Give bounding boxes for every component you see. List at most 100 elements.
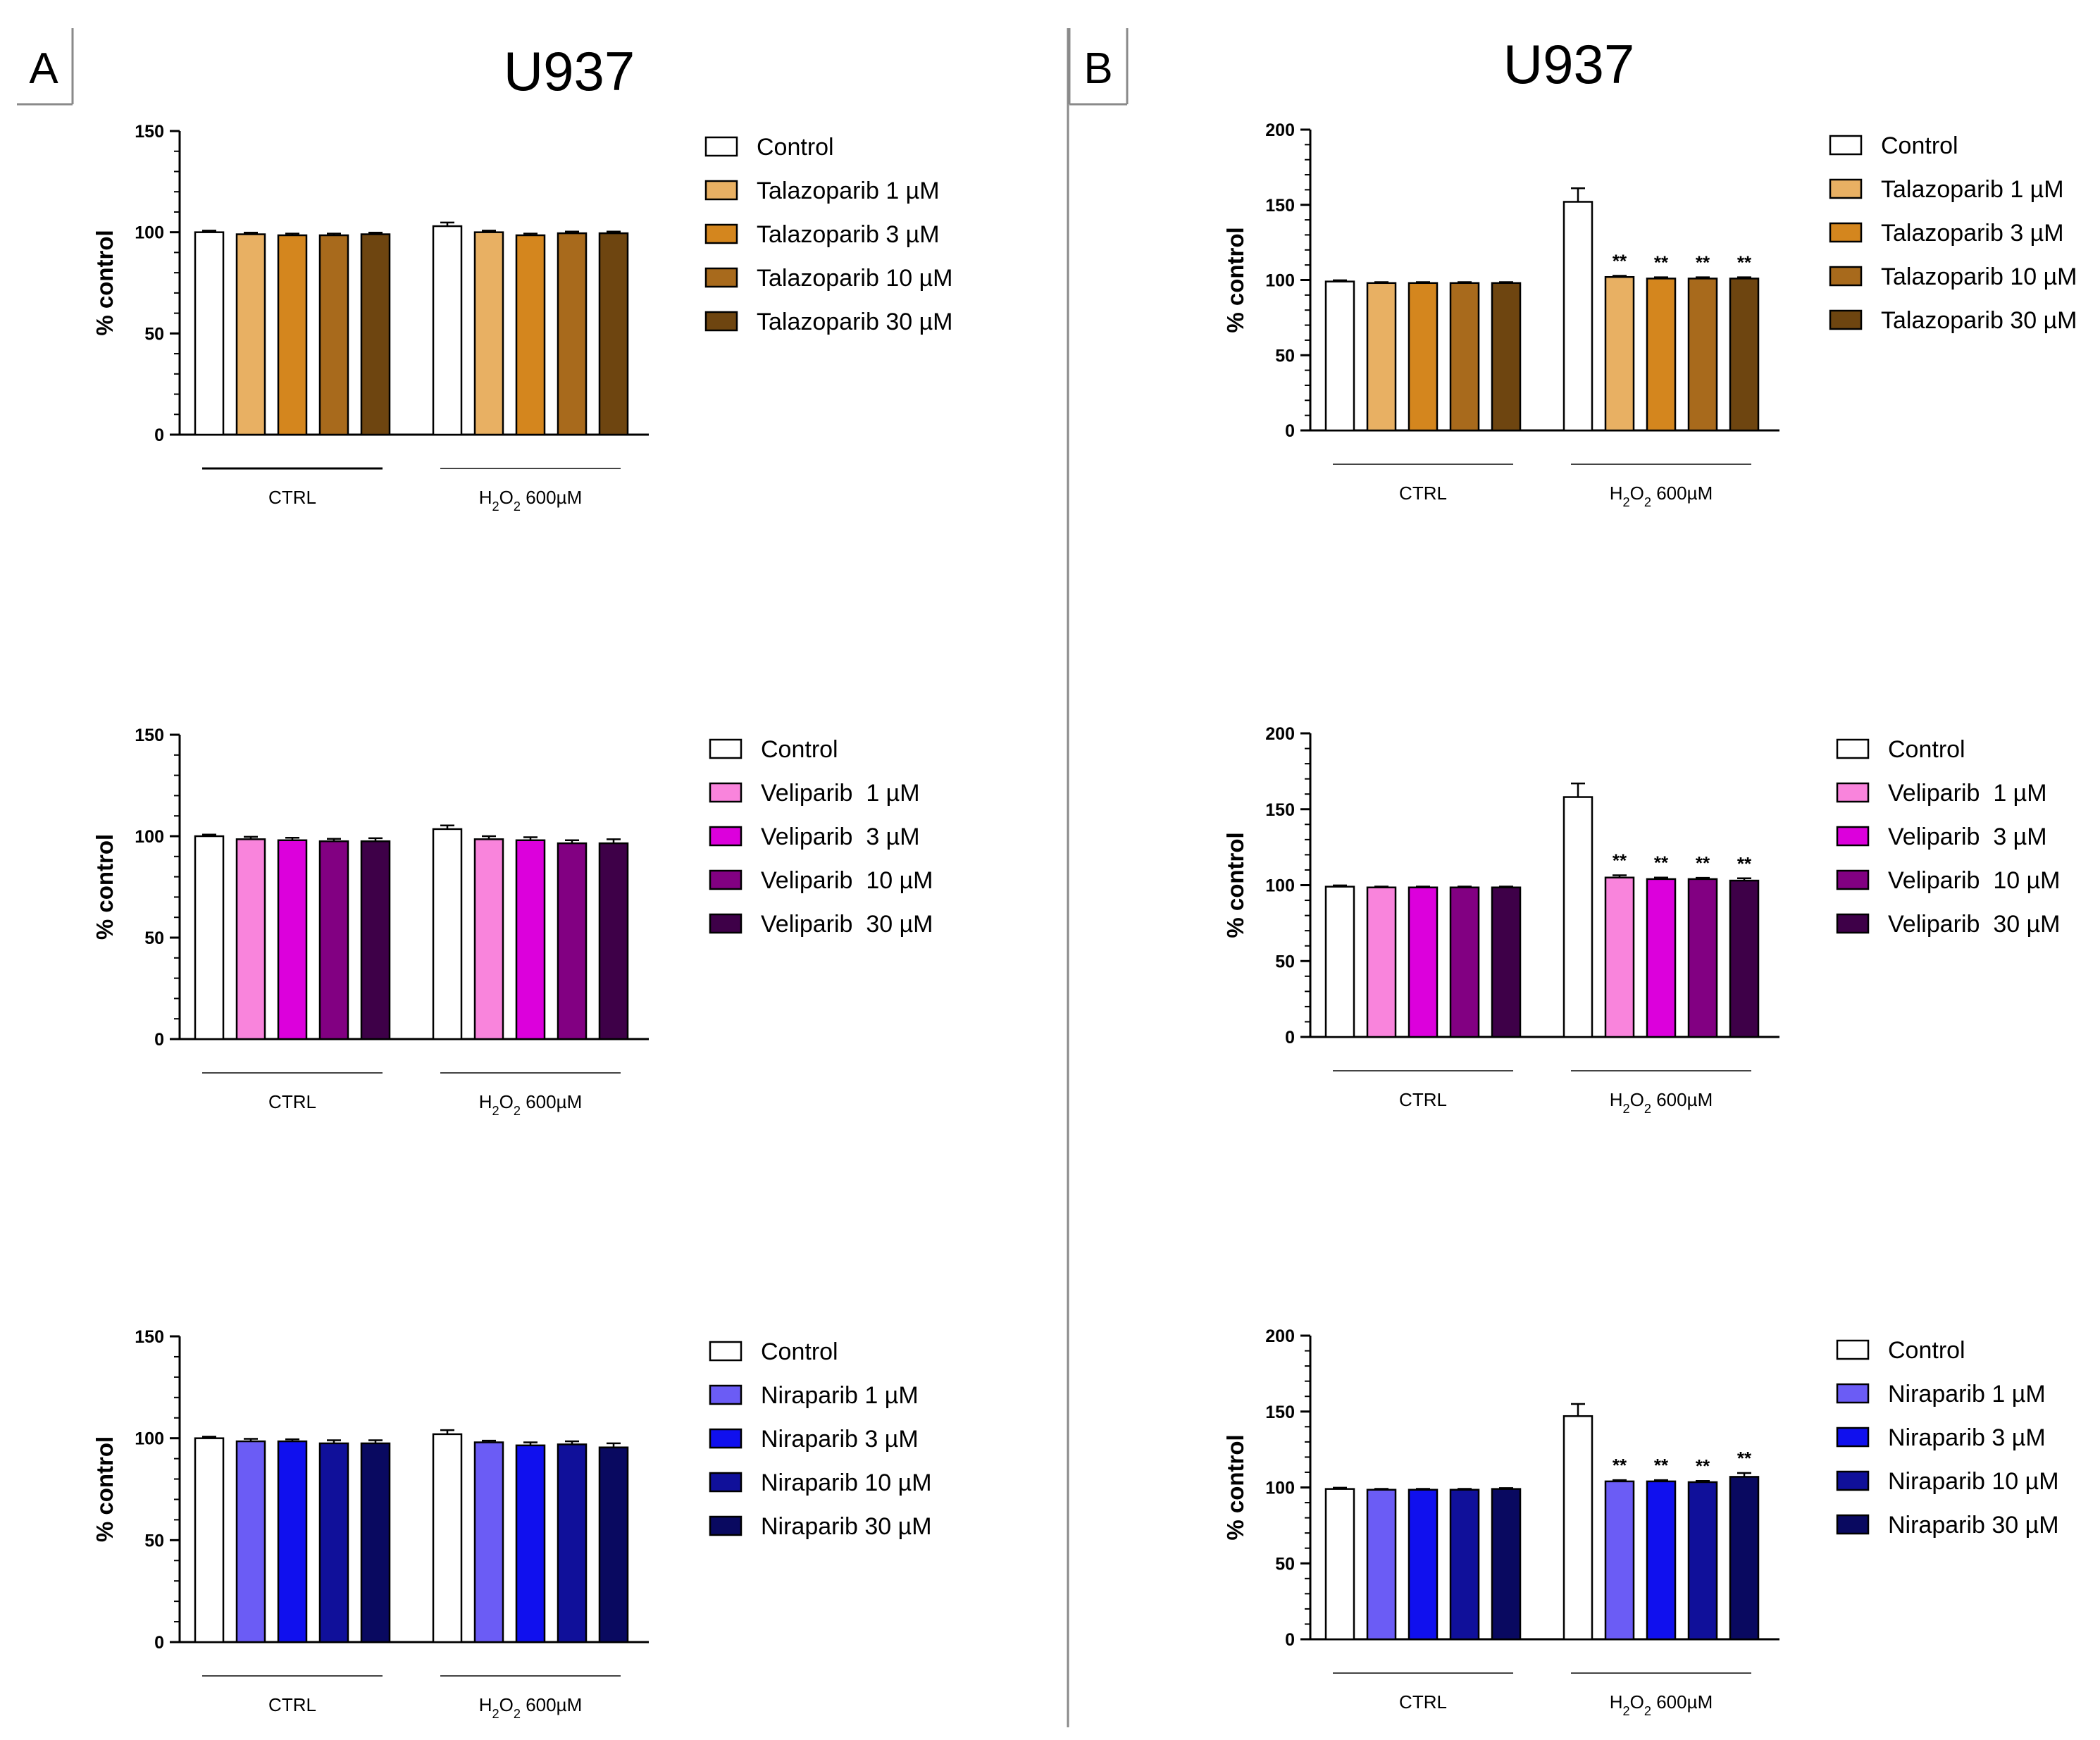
- bar: [1324, 885, 1355, 1038]
- bar: [515, 234, 546, 436]
- y-tick-label: 150: [1265, 1403, 1295, 1422]
- significance-mark: **: [1696, 252, 1710, 273]
- legend-swatch: [1836, 826, 1870, 847]
- group-label: H2O2 600µM: [479, 487, 583, 514]
- y-tick-label: 100: [135, 223, 164, 243]
- legend-label: Control: [761, 1338, 838, 1365]
- legend-swatch: [1836, 869, 1870, 890]
- legend-label: Veliparib 10 µM: [1888, 867, 2061, 894]
- bar: [1687, 878, 1718, 1038]
- group-label: H2O2 600µM: [479, 1694, 583, 1721]
- bar: [1729, 278, 1760, 432]
- bar: [235, 838, 266, 1040]
- legend-swatch: [704, 180, 738, 201]
- bar: [1562, 796, 1593, 1038]
- bar: [1729, 1476, 1760, 1641]
- bar: [235, 233, 266, 436]
- bar: [1324, 280, 1355, 432]
- bar: [598, 1446, 629, 1643]
- legend-swatch: [1836, 1427, 1870, 1448]
- y-tick-label: 50: [144, 928, 164, 948]
- bar: [1604, 1480, 1635, 1641]
- y-tick-label: 0: [154, 425, 164, 445]
- significance-mark: **: [1696, 1455, 1710, 1477]
- panel-b-title: U937: [1503, 33, 1634, 95]
- chart-3: 0 50 100 150 % control CTRL H2O2 600µM Control N…: [92, 1327, 932, 1721]
- bar: [557, 1443, 588, 1643]
- y-tick-label: 200: [1265, 724, 1295, 744]
- bar: [1646, 278, 1677, 432]
- bar: [360, 840, 391, 1040]
- legend-label: Control: [761, 736, 838, 763]
- y-tick-label: 0: [1285, 1630, 1295, 1650]
- bar: [360, 1442, 391, 1643]
- legend-label: Niraparib 10 µM: [1888, 1468, 2059, 1495]
- legend-swatch: [704, 267, 738, 288]
- group-label: H2O2 600µM: [479, 1091, 583, 1118]
- legend-label: Niraparib 3 µM: [1888, 1424, 2046, 1451]
- bar: [1687, 278, 1718, 432]
- legend-label: Veliparib 30 µM: [1888, 911, 2061, 938]
- legend-swatch: [704, 311, 738, 332]
- bar: [1449, 282, 1480, 432]
- bar: [1408, 1489, 1439, 1641]
- legend-label: Talazoparib 30 µM: [757, 309, 953, 335]
- y-axis-label: % control: [92, 1436, 118, 1542]
- group-label: CTRL: [268, 487, 316, 508]
- significance-mark: **: [1737, 252, 1752, 273]
- y-tick-label: 150: [135, 122, 164, 142]
- legend-label: Veliparib 1 µM: [761, 780, 920, 807]
- y-tick-label: 0: [1285, 421, 1295, 441]
- y-tick-label: 150: [1265, 800, 1295, 820]
- y-tick-label: 150: [1265, 196, 1295, 216]
- panel-a-letter: A: [29, 44, 58, 93]
- y-axis-label: % control: [1222, 227, 1248, 333]
- bar: [598, 232, 629, 436]
- legend-label: Niraparib 30 µM: [1888, 1512, 2059, 1539]
- legend-swatch: [1829, 309, 1863, 330]
- group-label: H2O2 600µM: [1610, 1089, 1713, 1116]
- y-tick-label: 100: [1265, 271, 1295, 291]
- group-label: CTRL: [268, 1091, 316, 1112]
- bar: [515, 1444, 546, 1643]
- bar: [1604, 876, 1635, 1038]
- bar: [1366, 886, 1397, 1038]
- legend-label: Control: [1881, 132, 1958, 159]
- bar: [318, 1442, 349, 1643]
- legend-label: Talazoparib 10 µM: [1881, 263, 2077, 290]
- y-tick-label: 100: [135, 827, 164, 847]
- bar: [1366, 282, 1397, 432]
- y-tick-label: 50: [1275, 1554, 1295, 1574]
- legend-swatch: [1829, 178, 1863, 199]
- y-axis-label: % control: [92, 230, 118, 335]
- y-axis-label: % control: [1222, 832, 1248, 938]
- bar: [318, 234, 349, 436]
- legend-label: Talazoparib 30 µM: [1881, 307, 2077, 334]
- legend-label: Control: [757, 134, 834, 161]
- bar: [1366, 1489, 1397, 1641]
- significance-mark: **: [1654, 852, 1669, 874]
- bar: [194, 231, 225, 436]
- bar: [1687, 1481, 1718, 1641]
- bar: [1562, 201, 1593, 432]
- panel-b-letter-box: B: [1068, 28, 1129, 106]
- bar: [1449, 1489, 1480, 1641]
- bar: [432, 828, 463, 1040]
- chart-5: 0 50 100 150 200 % control CTRL ** ** ** ** H2O2 60…: [1222, 724, 2061, 1116]
- legend-swatch: [709, 738, 743, 759]
- bar: [432, 225, 463, 436]
- legend-label: Talazoparib 3 µM: [757, 221, 940, 248]
- legend-label: Veliparib 3 µM: [1888, 824, 2047, 850]
- significance-mark: **: [1654, 1455, 1669, 1476]
- y-tick-label: 150: [135, 1327, 164, 1347]
- bar: [1408, 886, 1439, 1038]
- bar: [360, 233, 391, 436]
- legend-swatch: [709, 1515, 743, 1536]
- y-tick-label: 50: [144, 1531, 164, 1551]
- significance-mark: **: [1696, 852, 1710, 874]
- group-label: CTRL: [1399, 1691, 1447, 1713]
- y-tick-label: 200: [1265, 1326, 1295, 1346]
- legend-label: Niraparib 1 µM: [1888, 1381, 2046, 1407]
- bar: [1646, 878, 1677, 1038]
- bar: [1729, 879, 1760, 1038]
